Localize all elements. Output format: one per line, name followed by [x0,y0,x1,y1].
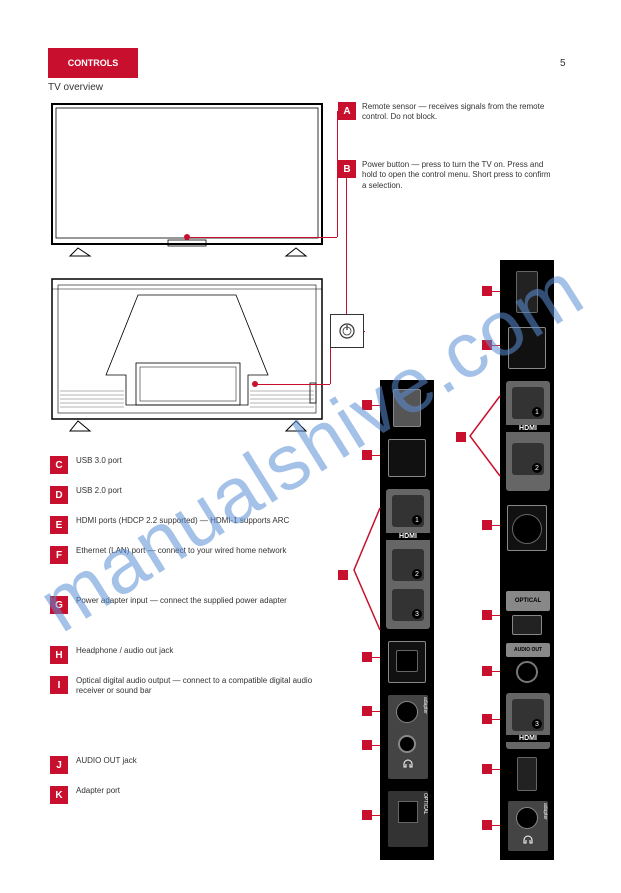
ptr-b7 [482,714,492,724]
label-j: JAUDIO OUT jack [50,756,336,774]
optical-label-b: OPTICAL [506,591,550,611]
bullet-b: B [338,160,356,178]
label-k: KAdapter port [50,786,336,804]
line-power [256,384,330,385]
line-b-v [346,178,347,314]
audioout-jack-b [516,661,538,683]
label-d: DUSB 2.0 port [50,486,336,504]
ptr-a6 [362,740,372,750]
hdmi-bracket-a [346,500,382,650]
hdmi3-b-group: 3 HDMI [506,693,550,749]
desc-a: Remote sensor — receives signals from th… [362,102,552,123]
label-i: IOptical digital audio output — connect … [50,676,336,697]
hdmi-b-1: 1 [512,387,544,419]
port-usb2 [388,439,426,477]
hdmi-a-2: 2 [392,549,424,581]
port-panel-right: 1 HDMI 2 OPTICAL AUDIO OUT 3 HDMI adapte… [500,260,554,860]
ptr-b6 [482,666,492,676]
label-c: CUSB 3.0 port [50,456,336,474]
ptr-a4 [362,652,372,662]
adapter-group-b: adapter [508,801,548,851]
ptr-a2 [362,450,372,460]
ptr-b4 [482,520,492,530]
hdmi-a-3: 3 [392,589,424,621]
label-f: FEthernet (LAN) port — connect to your w… [50,546,336,564]
section-title: CONTROLS [68,58,119,68]
audioout-label-b: AUDIO OUT [506,643,550,657]
adapter-group-a: adapter [388,695,428,779]
hdmi-group-b: 1 HDMI 2 [506,381,550,491]
port-usb-b1 [516,271,538,313]
ptr-b9 [482,820,492,830]
line-a-h [187,237,337,238]
label-e: EHDMI ports (HDCP 2.2 supported) — HDMI-… [50,516,336,534]
hdmi-b-3: 3 [512,699,544,731]
optical-group-a: OPTICAL [388,791,428,847]
headphone-jack-a [398,735,416,753]
ptr-a5 [362,706,372,716]
ptr-a1 [362,400,372,410]
power-button-inset [330,314,364,348]
port-small-b [517,757,537,791]
ptr-b5 [482,610,492,620]
bullet-a: A [338,102,356,120]
adapter-jack-a [396,701,418,723]
hdmi-bracket-b [464,390,502,490]
ptr-a7 [362,810,372,820]
headphone-icon-b [522,833,534,845]
hdmi-group-a: 1 HDMI 2 3 [386,489,430,629]
page-root: manualshive.com CONTROLS 5 TV overview A… [0,0,621,893]
section-header: CONTROLS [48,48,138,78]
hdmi-a-1: 1 [392,495,424,527]
tv-front-diagram [48,100,326,260]
desc-b: Power button — press to turn the TV on. … [362,160,552,191]
port-usb3 [393,389,421,427]
line-power-v [330,348,331,384]
page-number: 5 [560,58,566,69]
ptr-b1 [482,286,492,296]
label-g: GPower adapter input — connect the suppl… [50,596,336,614]
ptr-b2 [482,340,492,350]
port-lan-a [388,641,426,683]
port-panel-left: 1 HDMI 2 3 adapter OPTICAL [380,380,434,860]
headphone-icon [402,757,414,769]
line-b-stub [364,331,365,332]
ptr-b8 [482,764,492,774]
page-subtitle: TV overview [48,82,103,93]
label-h: HHeadphone / audio out jack [50,646,336,664]
hdmi-b-2: 2 [512,443,544,475]
tv-rear-diagram [48,275,326,435]
power-icon [338,322,356,340]
port-lan-b [507,505,547,551]
optical-port-b [512,615,542,635]
port-usb-b2 [508,327,546,369]
